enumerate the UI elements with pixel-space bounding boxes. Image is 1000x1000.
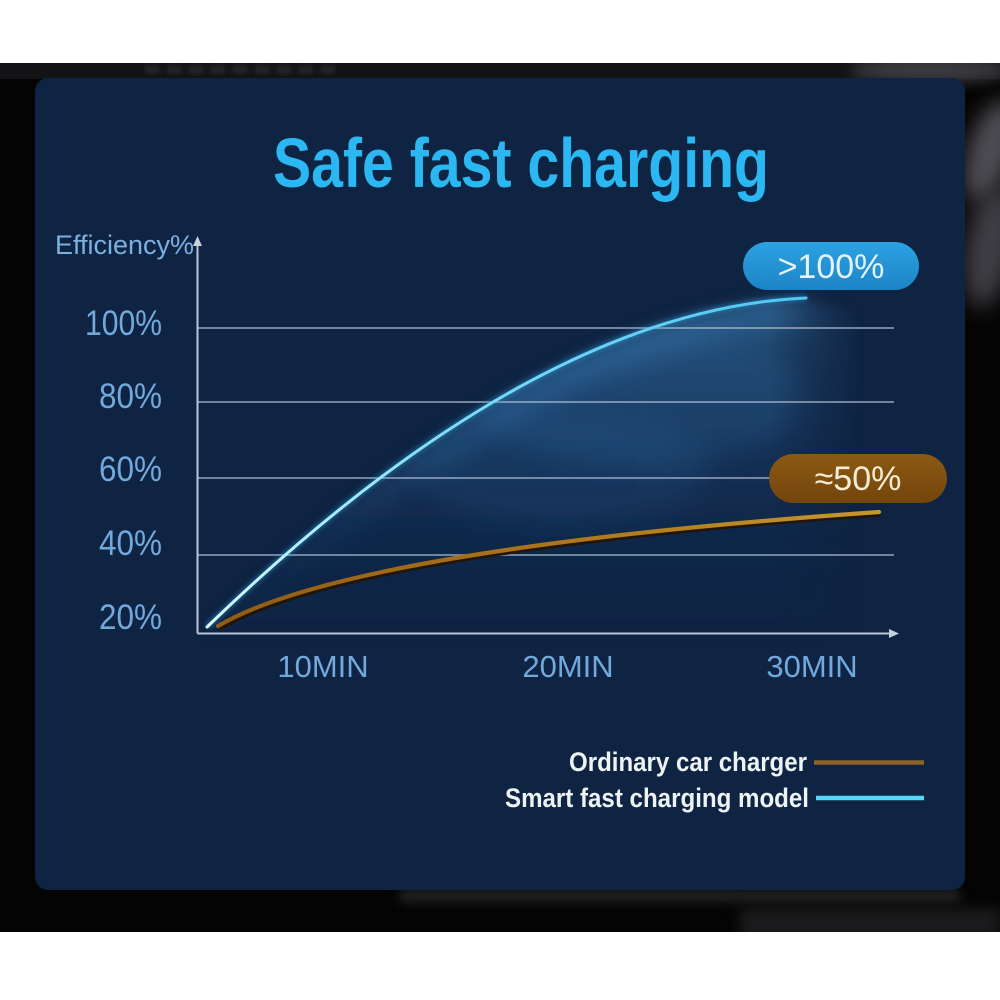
svg-text:>100%: >100% xyxy=(778,248,885,286)
svg-text:40%: 40% xyxy=(99,524,162,563)
svg-text:Smart fast charging model: Smart fast charging model xyxy=(505,783,809,813)
svg-text:60%: 60% xyxy=(99,450,162,489)
svg-text:≈50%: ≈50% xyxy=(815,460,902,498)
svg-text:Ordinary car charger: Ordinary car charger xyxy=(569,747,807,777)
svg-text:Efficiency%: Efficiency% xyxy=(55,230,194,260)
svg-text:Safe fast charging: Safe fast charging xyxy=(273,124,769,202)
svg-text:10MIN: 10MIN xyxy=(277,649,368,684)
svg-text:20%: 20% xyxy=(99,598,162,637)
svg-text:20MIN: 20MIN xyxy=(522,649,613,684)
svg-text:80%: 80% xyxy=(99,377,162,416)
svg-text:30MIN: 30MIN xyxy=(766,649,857,684)
svg-text:100%: 100% xyxy=(85,304,162,343)
